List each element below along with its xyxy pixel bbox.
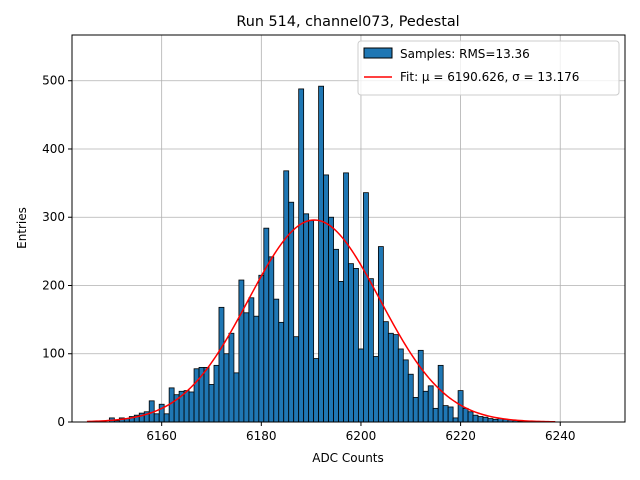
histogram-bar	[358, 348, 364, 423]
histogram-bar	[318, 85, 324, 423]
x-tick-label: 6180	[246, 429, 277, 443]
histogram-bar	[432, 407, 439, 423]
x-axis-ticks: 6160 6180 6200 6220 6240	[146, 422, 576, 443]
chart-title: Run 514, channel073, Pedestal	[236, 14, 459, 30]
histogram-bar	[462, 407, 469, 423]
histogram-bar	[422, 390, 429, 423]
y-tick-label: 200	[42, 278, 65, 292]
y-tick-label: 100	[42, 347, 65, 361]
histogram-bar	[268, 256, 275, 423]
histogram-bar	[412, 397, 419, 423]
histogram-bar	[243, 312, 250, 423]
histogram-bar	[442, 405, 449, 423]
histogram-bar	[278, 321, 285, 423]
histogram-bar	[343, 172, 349, 423]
histogram-bar	[193, 368, 200, 423]
histogram-bar	[328, 216, 334, 423]
histogram-bar	[288, 201, 295, 423]
histogram-bar	[293, 336, 300, 423]
histogram-bar	[218, 306, 225, 423]
histogram-bar	[417, 349, 424, 423]
histogram-bar	[213, 364, 220, 423]
histogram-bar	[407, 373, 414, 423]
histogram-bar	[427, 385, 434, 423]
histogram-bar	[308, 220, 315, 423]
histogram-bar	[313, 358, 320, 423]
legend-samples-label: Samples: RMS=13.36	[400, 47, 530, 61]
histogram-bar	[397, 348, 404, 423]
histogram-bar	[487, 418, 494, 423]
histogram-bar	[338, 280, 344, 423]
histogram-bar	[153, 413, 160, 423]
histogram-bar	[437, 364, 444, 423]
y-tick-label: 0	[57, 415, 65, 429]
histogram-bar	[348, 263, 354, 423]
histogram-bar	[387, 332, 394, 423]
histogram-bar	[223, 353, 230, 423]
histogram-bar	[353, 268, 359, 423]
histogram-bar	[377, 246, 384, 423]
y-tick-label: 500	[42, 74, 65, 88]
histogram-bar	[203, 366, 210, 423]
plot-frame	[71, 34, 626, 423]
histogram-bar	[298, 88, 305, 423]
histogram-bar	[188, 391, 195, 423]
histogram-bar	[447, 406, 454, 423]
histogram-bar	[477, 416, 484, 423]
y-axis-label: Entries	[15, 207, 29, 249]
x-tick-label: 6240	[545, 429, 576, 443]
x-tick-label: 6220	[445, 429, 476, 443]
histogram-bar	[253, 315, 260, 423]
histogram-bar	[208, 384, 215, 423]
histogram-bar	[273, 298, 280, 423]
y-tick-label: 400	[42, 142, 65, 156]
histogram-bar	[233, 372, 240, 423]
histogram-bar	[228, 332, 235, 423]
x-tick-label: 6160	[146, 429, 177, 443]
histogram-bar	[472, 414, 479, 423]
x-tick-label: 6200	[346, 429, 377, 443]
legend-samples-swatch	[363, 47, 393, 59]
histogram-bar	[467, 411, 474, 423]
histogram-bar	[323, 174, 329, 423]
legend: Samples: RMS=13.36 Fit: μ = 6190.626, σ …	[357, 40, 620, 96]
histogram-bar	[303, 213, 310, 423]
histogram-bars	[108, 85, 524, 423]
histogram-bar	[258, 274, 265, 423]
y-axis-ticks: 0 100 200 300 400 500	[42, 74, 72, 429]
histogram-bar	[263, 227, 270, 423]
histogram-bar	[163, 413, 170, 423]
histogram-bar	[248, 297, 255, 423]
histogram-bar	[452, 417, 459, 423]
histogram-bar	[482, 416, 489, 423]
histogram-bar	[373, 356, 379, 423]
histogram-bar	[183, 390, 190, 423]
fit-curve	[86, 219, 556, 423]
legend-fit-label: Fit: μ = 6190.626, σ = 13.176	[400, 70, 579, 84]
histogram-bar	[333, 248, 339, 423]
histogram-bar	[168, 387, 175, 423]
legend-box	[357, 40, 620, 96]
histogram-bar	[368, 278, 374, 423]
histogram-bar	[283, 170, 290, 423]
histogram-bar	[402, 359, 409, 423]
histogram-bar	[382, 321, 389, 423]
histogram-bar	[238, 279, 245, 423]
x-axis-label: ADC Counts	[312, 451, 384, 465]
histogram-bar	[392, 334, 399, 423]
histogram-bar	[363, 192, 369, 423]
y-tick-label: 300	[42, 210, 65, 224]
